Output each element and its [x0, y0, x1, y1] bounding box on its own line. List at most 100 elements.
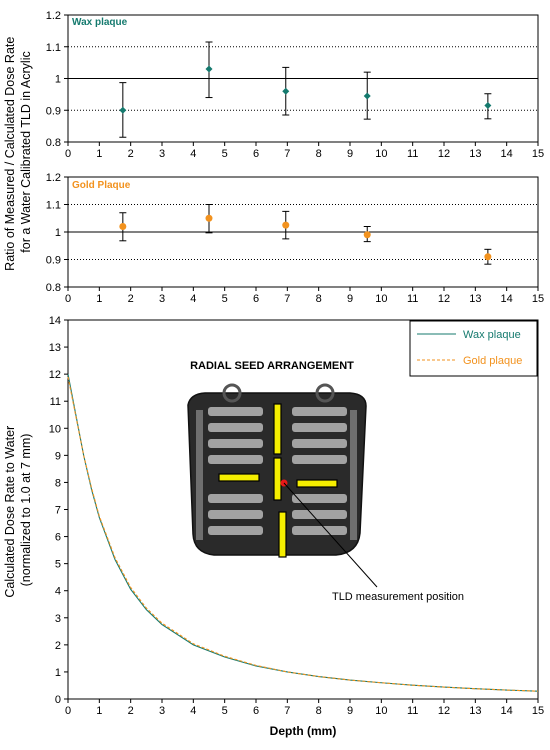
dose-rate-panel: RADIAL SEED ARRANGEMENT [3, 315, 544, 738]
y-tick-label: 8 [55, 477, 61, 489]
x-tick-label: 12 [438, 293, 450, 305]
annotation-leader-line [283, 482, 378, 588]
y-tick-label: 0.8 [46, 282, 61, 294]
y-tick-label: 2 [55, 640, 61, 652]
x-tick-label: 5 [222, 705, 228, 717]
x-tick-label: 5 [222, 293, 228, 305]
wax-ratio-panel: Wax plaque 0.80.911.11.2 0 1 2 3 4 5 6 7 8 9 10 11 1… [46, 10, 544, 160]
ratio-ylabel-line2: for a Water Calibrated TLD in Acrylic [19, 51, 33, 252]
x-tick-label: 14 [501, 148, 513, 160]
x-tick-label: 2 [128, 148, 134, 160]
x-tick-label: 15 [532, 705, 544, 717]
y-tick-label: 0.9 [46, 255, 61, 267]
dose-ylabel-line2: (normalized to 1.0 at 7 mm) [19, 434, 33, 587]
x-tick-label: 15 [532, 148, 544, 160]
x-tick-label: 12 [438, 148, 450, 160]
y-tick-label: 0.8 [46, 137, 61, 149]
ratio-ylabel: Ratio of Measured / Calculated Dose Rate… [3, 33, 33, 271]
dose-ylabel: Calculated Dose Rate to Water (normalize… [3, 422, 33, 597]
x-tick-label: 8 [316, 293, 322, 305]
x-tick-label: 14 [501, 705, 513, 717]
x-tick-label: 4 [190, 705, 196, 717]
y-tick-label: 1.2 [46, 172, 61, 184]
x-tick-label: 13 [469, 148, 481, 160]
x-tick-label: 1 [96, 293, 102, 305]
data-point [363, 231, 371, 239]
x-tick-label: 3 [159, 705, 165, 717]
gold-ratio-panel: Gold Plaque 0.80.911.11.2 0 1 2 3 4 5 6 7 8 9 10 11… [46, 172, 544, 305]
x-tick-label: 5 [222, 148, 228, 160]
x-tick-label: 7 [284, 148, 290, 160]
x-tick-label: 2 [128, 705, 134, 717]
legend: Wax plaque Gold plaque [409, 320, 538, 377]
y-tick-label: 1 [55, 227, 61, 239]
plaque-illustration [187, 383, 367, 558]
x-tick-label: 9 [347, 705, 353, 717]
wax-panel-title: Wax plaque [72, 17, 128, 28]
data-point [484, 253, 492, 261]
x-tick-label: 0 [65, 148, 71, 160]
y-tick-label: 0 [55, 694, 61, 706]
dose-xlabel: Depth (mm) [270, 724, 337, 738]
y-tick-label: 1 [55, 74, 61, 86]
gold-curve [67, 376, 539, 692]
x-tick-label: 3 [159, 148, 165, 160]
data-point [119, 223, 127, 230]
data-point [119, 106, 127, 114]
x-tick-label: 2 [128, 293, 134, 305]
x-tick-label: 8 [316, 148, 322, 160]
y-tick-label: 7 [55, 505, 61, 517]
x-tick-label: 10 [375, 705, 387, 717]
y-tick-label: 9 [55, 450, 61, 462]
data-point [282, 221, 290, 229]
y-tick-label: 10 [49, 423, 61, 435]
y-tick-label: 3 [55, 613, 61, 625]
y-tick-label: 1.1 [46, 42, 61, 54]
x-tick-label: 10 [375, 148, 387, 160]
y-tick-label: 12 [49, 369, 61, 381]
x-tick-label: 9 [347, 148, 353, 160]
x-tick-label: 9 [347, 293, 353, 305]
legend-box [409, 320, 538, 377]
x-tick-label: 3 [159, 293, 165, 305]
data-point [363, 92, 371, 100]
x-tick-label: 6 [253, 148, 259, 160]
legend-gold-label: Gold plaque [463, 355, 522, 367]
x-tick-label: 1 [96, 705, 102, 717]
inset-title: RADIAL SEED ARRANGEMENT [190, 360, 354, 372]
x-tick-label: 7 [284, 293, 290, 305]
tld-annotation: TLD measurement position [332, 591, 464, 603]
x-tick-label: 10 [375, 293, 387, 305]
x-tick-label: 4 [190, 293, 196, 305]
y-tick-label: 1.2 [46, 10, 61, 22]
x-tick-label: 14 [501, 293, 513, 305]
data-point [484, 101, 492, 109]
y-tick-label: 11 [50, 396, 61, 408]
x-tick-label: 6 [253, 705, 259, 717]
y-tick-label: 5 [55, 559, 61, 571]
x-tick-label: 7 [284, 705, 290, 717]
x-tick-label: 8 [316, 705, 322, 717]
x-tick-label: 11 [407, 293, 418, 305]
x-tick-label: 1 [96, 148, 102, 160]
y-tick-label: 14 [49, 315, 61, 327]
ratio-ylabel-line1: Ratio of Measured / Calculated Dose Rate [3, 37, 17, 271]
y-tick-label: 4 [55, 586, 61, 598]
x-tick-label: 13 [469, 293, 481, 305]
dose-ylabel-line1: Calculated Dose Rate to Water [3, 426, 17, 598]
y-tick-label: 1 [55, 667, 61, 679]
y-tick-label: 1.1 [46, 200, 61, 212]
x-tick-label: 12 [438, 705, 450, 717]
data-point [282, 87, 290, 95]
data-point [205, 214, 213, 222]
x-tick-label: 4 [190, 148, 196, 160]
legend-wax-label: Wax plaque [463, 329, 521, 341]
x-tick-label: 13 [469, 705, 481, 717]
x-tick-label: 11 [407, 705, 418, 717]
x-tick-label: 15 [532, 293, 544, 305]
gold-panel-title: Gold Plaque [72, 180, 131, 191]
y-tick-label: 6 [55, 532, 61, 544]
data-point [205, 65, 213, 73]
y-tick-label: 13 [49, 342, 61, 354]
